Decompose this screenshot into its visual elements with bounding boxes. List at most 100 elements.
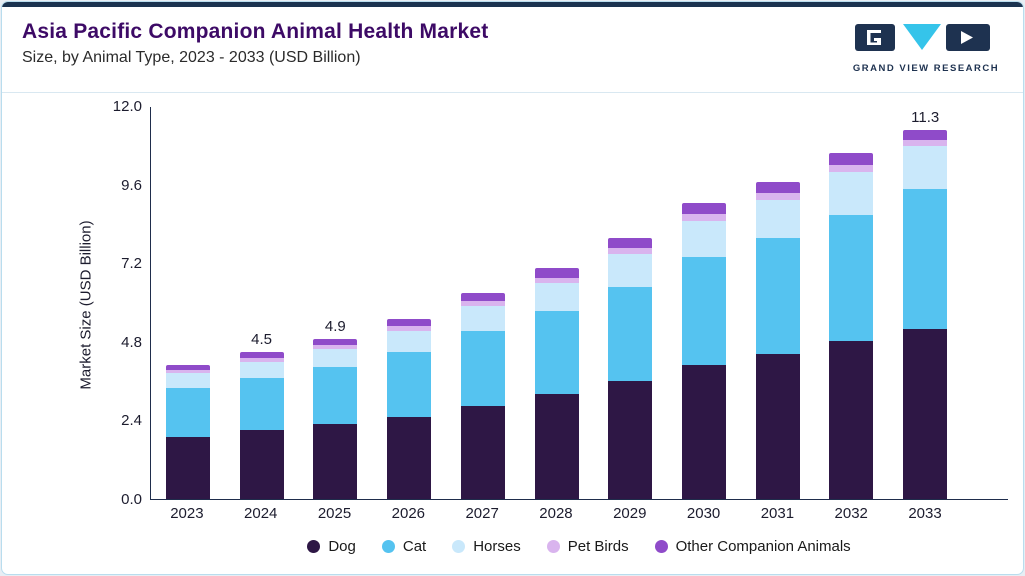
y-tick-label: 12.0 [112, 98, 142, 115]
bars-row: 4.5 4.9 11.3 [151, 107, 1008, 499]
segment-pet-birds-2032 [829, 164, 874, 173]
x-tick-label-2030: 2030 [686, 505, 721, 522]
segment-other-companion-animals-2030 [682, 203, 726, 215]
segment-other-companion-animals-2026 [387, 319, 432, 326]
segment-other-companion-animals-2027 [460, 293, 505, 302]
segment-cat-2031 [755, 237, 800, 354]
bar-stack-2033: 11.3 [903, 107, 948, 499]
legend-dot-cat [381, 540, 395, 553]
segment-pet-birds-2028 [534, 277, 579, 284]
logo-triangle-icon [903, 24, 941, 50]
logo-graphic: GRAND VIEW RESEARCH [853, 24, 999, 74]
bar-column-2031 [741, 107, 815, 499]
segment-other-companion-animals-2028 [534, 268, 579, 278]
segment-other-companion-animals-2032 [829, 153, 874, 165]
segment-pet-birds-2024 [239, 357, 284, 362]
segment-pet-birds-2025 [313, 344, 358, 349]
segment-dog-2028 [534, 394, 579, 499]
segment-pet-birds-2023 [165, 369, 210, 374]
bar-column-2026 [372, 107, 446, 499]
legend-item-dog: Dog [307, 538, 356, 555]
bar-stack-2032 [829, 107, 874, 499]
segment-horses-2025 [313, 348, 358, 367]
bar-column-2025: 4.9 [298, 107, 372, 499]
segment-cat-2029 [608, 286, 653, 382]
header-text: Asia Pacific Companion Animal Health Mar… [22, 20, 488, 67]
segment-cat-2027 [460, 330, 505, 406]
y-tick-label: 9.6 [121, 176, 142, 194]
segment-dog-2024 [239, 430, 284, 499]
page-subtitle: Size, by Animal Type, 2023 - 2033 (USD B… [22, 49, 361, 66]
page-title: Asia Pacific Companion Animal Health Mar… [22, 20, 489, 43]
segment-dog-2030 [682, 365, 726, 499]
bar-column-2030 [667, 107, 741, 499]
segment-horses-2026 [387, 330, 432, 353]
legend-label-other-companion-animals: Other Companion Animals [675, 538, 851, 555]
logo-text: GRAND VIEW RESEARCH [853, 63, 999, 74]
bar-value-label-2024: 4.5 [251, 331, 273, 349]
segment-cat-2028 [534, 311, 579, 395]
bar-stack-2031 [755, 107, 800, 499]
x-tick-label-2023: 2023 [170, 505, 204, 522]
segment-dog-2027 [460, 405, 505, 499]
bar-column-2023 [151, 107, 225, 499]
segment-pet-birds-2033 [903, 139, 948, 147]
legend-item-pet-birds: Pet Birds [546, 538, 629, 555]
segment-horses-2032 [829, 172, 874, 215]
legend-label-horses: Horses [473, 538, 521, 555]
legend-dot-other-companion-animals [654, 540, 668, 553]
segment-horses-2024 [239, 361, 284, 379]
x-tick-label-2031: 2031 [760, 505, 795, 522]
segment-other-companion-animals-2023 [165, 365, 210, 370]
x-tick-label-2028: 2028 [539, 505, 573, 522]
y-tick-label: 4.8 [121, 333, 142, 351]
x-tick-label-2025: 2025 [317, 505, 352, 522]
bar-column-2029 [593, 107, 667, 499]
x-tick-label-2027: 2027 [465, 505, 499, 522]
bar-value-label-2033: 11.3 [911, 108, 940, 126]
legend-item-horses: Horses [452, 538, 521, 555]
segment-cat-2026 [387, 352, 432, 418]
segment-dog-2023 [165, 436, 210, 499]
legend-dot-pet-birds [546, 540, 560, 553]
bar-column-2027 [446, 107, 520, 499]
y-tick-label: 7.2 [121, 255, 142, 273]
y-axis-title: Market Size (USD Billion) [77, 220, 95, 390]
segment-horses-2029 [608, 254, 653, 287]
bar-column-2033: 11.3 [888, 107, 962, 499]
segment-pet-birds-2030 [682, 214, 726, 222]
bar-stack-2028 [534, 107, 579, 499]
segment-dog-2033 [903, 329, 948, 499]
header-divider [2, 92, 1023, 93]
x-tick-label-2029: 2029 [613, 505, 647, 522]
segment-dog-2026 [387, 417, 432, 499]
header: Asia Pacific Companion Animal Health Mar… [2, 7, 1023, 92]
segment-horses-2031 [755, 200, 800, 238]
legend-item-cat: Cat [381, 538, 427, 555]
x-tick-label-2032: 2032 [834, 505, 868, 522]
bar-value-label-2025: 4.9 [324, 317, 346, 335]
legend-item-other-companion-animals: Other Companion Animals [654, 538, 851, 555]
legend-dot-horses [452, 540, 466, 553]
segment-horses-2023 [165, 373, 210, 388]
segment-cat-2030 [682, 257, 726, 366]
plot-area: 4.5 4.9 11.3 [150, 107, 1008, 500]
segment-cat-2032 [829, 214, 874, 341]
segment-cat-2023 [165, 387, 210, 437]
bar-stack-2026 [387, 107, 432, 499]
legend-label-cat: Cat [402, 538, 427, 555]
bar-column-2028 [520, 107, 594, 499]
bar-stack-2027 [460, 107, 505, 499]
bar-column-2032 [815, 107, 889, 499]
legend-dot-dog [307, 540, 321, 553]
segment-horses-2030 [682, 221, 726, 258]
bar-stack-2029 [608, 107, 653, 499]
segment-horses-2027 [460, 306, 505, 331]
segment-other-companion-animals-2024 [239, 352, 284, 358]
segment-horses-2033 [903, 146, 948, 189]
bar-column-2024: 4.5 [225, 107, 299, 499]
segment-other-companion-animals-2031 [755, 182, 800, 193]
segment-cat-2024 [239, 378, 284, 431]
